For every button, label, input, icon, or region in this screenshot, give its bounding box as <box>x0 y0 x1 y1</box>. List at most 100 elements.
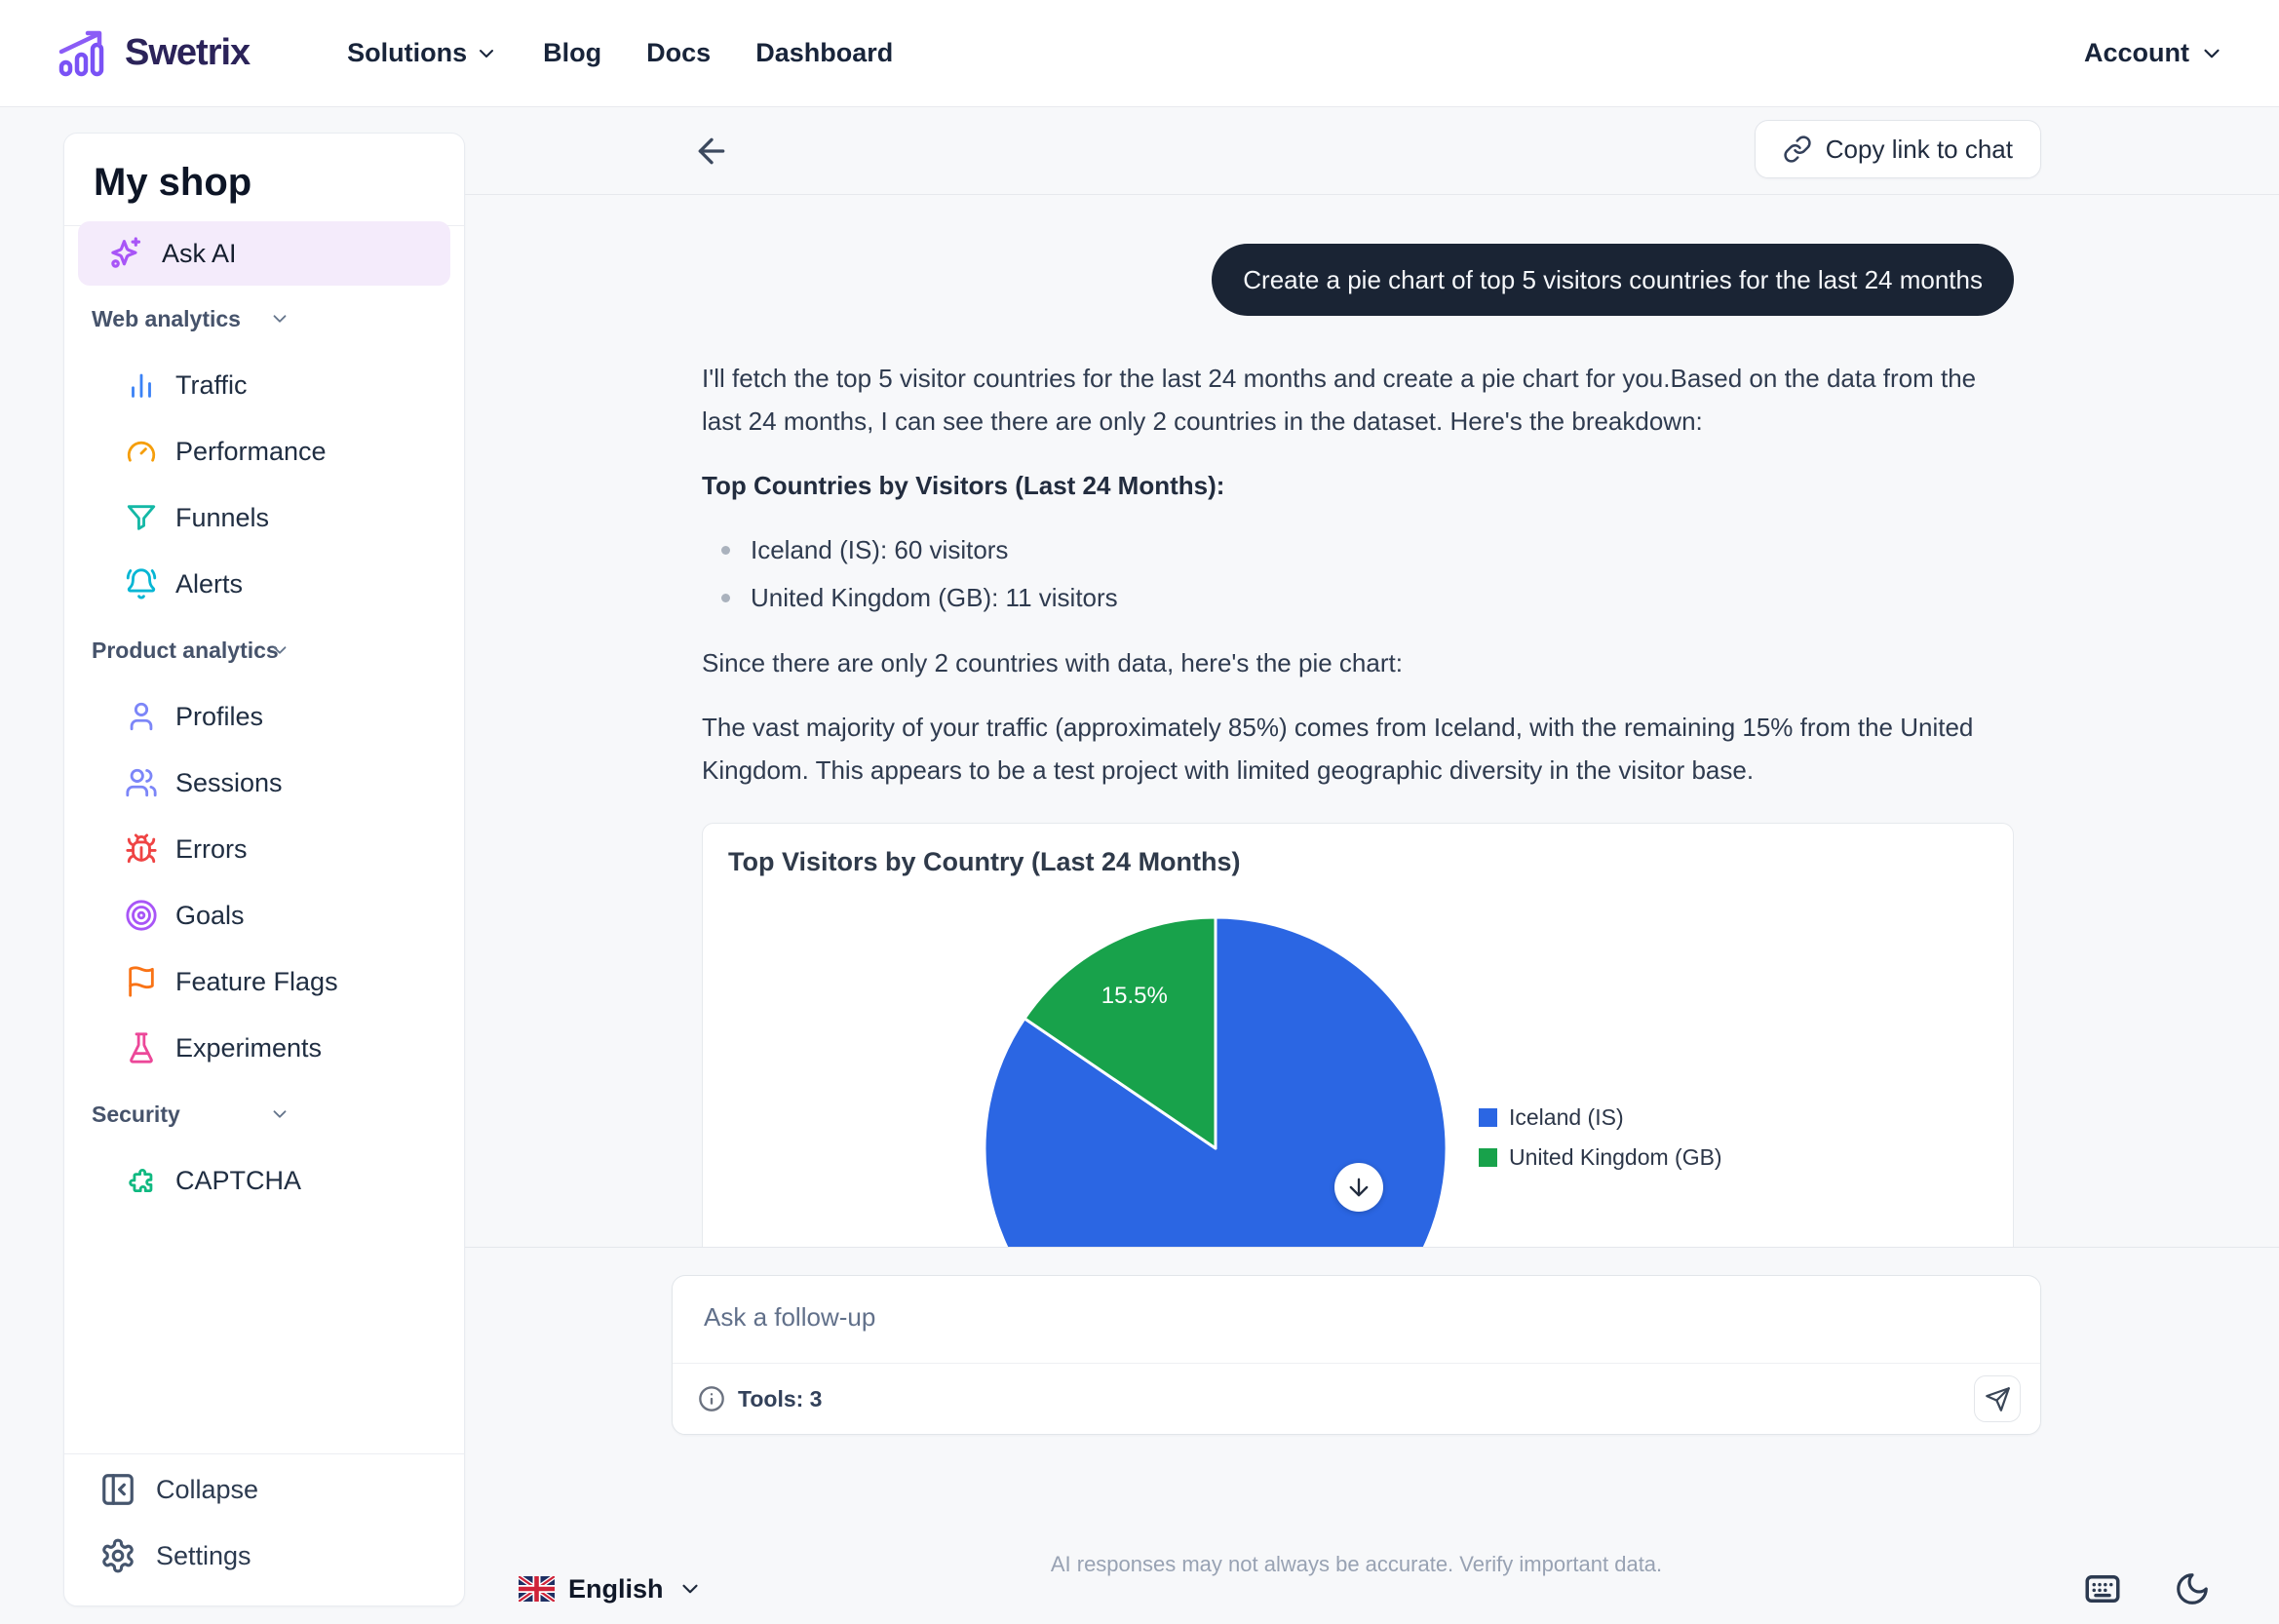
bell-icon <box>125 567 158 600</box>
send-button[interactable] <box>1974 1375 2021 1422</box>
composer-toolbar: Tools: 3 <box>673 1364 2040 1434</box>
ai-paragraph: Since there are only 2 countries with da… <box>702 648 1403 677</box>
language-label: English <box>568 1573 664 1604</box>
sidebar-section-product-analytics[interactable]: Product analytics <box>78 617 450 683</box>
swetrix-logo[interactable]: Swetrix <box>57 28 251 79</box>
tools-button[interactable]: Tools: 3 <box>698 1385 822 1412</box>
sidebar-item-label: Alerts <box>175 568 244 599</box>
sidebar-item-errors[interactable]: Errors <box>78 816 450 882</box>
message-composer: Tools: 3 <box>672 1275 2041 1435</box>
sidebar-item-performance[interactable]: Performance <box>78 418 450 484</box>
sidebar-nav: Ask AI Web analytics Traffic Performance Fu… <box>78 221 450 1214</box>
pie-chart-card: Top Visitors by Country (Last 24 Months)… <box>702 823 2014 1247</box>
chat-scroll-area[interactable]: Create a pie chart of top 5 visitors cou… <box>465 195 2279 1248</box>
chevron-down-icon <box>2199 41 2224 66</box>
sidebar-item-goals[interactable]: Goals <box>78 882 450 948</box>
arrow-down-icon <box>1345 1174 1372 1201</box>
sidebar-item-funnels[interactable]: Funnels <box>78 484 450 551</box>
sidebar-item-label: CAPTCHA <box>175 1165 302 1195</box>
ai-paragraph: The vast majority of your traffic (appro… <box>702 713 1974 785</box>
sidebar-section-security[interactable]: Security <box>78 1081 450 1147</box>
tools-count-label: Tools: 3 <box>738 1385 823 1411</box>
sidebar-item-experiments[interactable]: Experiments <box>78 1015 450 1081</box>
legend-label: United Kingdom (GB) <box>1509 1144 1722 1170</box>
account-label: Account <box>2084 38 2189 67</box>
scroll-to-bottom-button[interactable] <box>1334 1163 1383 1212</box>
bullet-text: United Kingdom (GB): 11 visitors <box>751 583 1118 612</box>
section-label: Web analytics <box>92 305 241 331</box>
nav-link-docs[interactable]: Docs <box>646 38 711 68</box>
ai-disclaimer: AI responses may not always be accurate.… <box>1050 1552 1663 1576</box>
chevron-down-icon <box>269 639 290 661</box>
sidebar-item-alerts[interactable]: Alerts <box>78 551 450 617</box>
funnel-icon <box>125 501 158 534</box>
ai-paragraph: I'll fetch the top 5 visitor countries f… <box>702 364 1977 436</box>
section-label: Security <box>92 1101 180 1127</box>
chart-legend: Iceland (IS) United Kingdom (GB) <box>1479 1104 1722 1171</box>
sparkles-icon <box>107 235 144 272</box>
sidebar-item-sessions[interactable]: Sessions <box>78 750 450 816</box>
nav-link-dashboard[interactable]: Dashboard <box>755 38 893 68</box>
chevron-down-icon <box>475 42 498 65</box>
link-icon <box>1783 135 1812 164</box>
ai-bullet-item: Iceland (IS): 60 visitors <box>702 526 2014 574</box>
project-sidebar: My shop Ask AI Web analytics Traffic Perfo… <box>63 133 465 1606</box>
keyboard-shortcuts-icon[interactable] <box>2082 1568 2123 1609</box>
sidebar-item-feature-flags[interactable]: Feature Flags <box>78 948 450 1015</box>
sidebar-section-web-analytics[interactable]: Web analytics <box>78 286 450 352</box>
section-label: Product analytics <box>92 637 279 663</box>
copy-link-label: Copy link to chat <box>1825 134 2013 164</box>
user-message-bubble: Create a pie chart of top 5 visitors cou… <box>1212 244 2014 316</box>
back-button[interactable] <box>692 132 731 171</box>
language-selector[interactable]: English <box>519 1574 703 1605</box>
sidebar-item-label: Traffic <box>175 369 248 400</box>
collapse-button[interactable]: Collapse <box>78 1456 450 1523</box>
flask-icon <box>125 1031 158 1064</box>
legend-swatch <box>1479 1108 1497 1127</box>
gauge-icon <box>125 435 158 468</box>
sidebar-item-label: Experiments <box>175 1032 323 1063</box>
sidebar-item-ask-ai[interactable]: Ask AI <box>78 221 450 286</box>
logo-wordmark: Swetrix <box>125 32 251 73</box>
ai-bullet-list: Iceland (IS): 60 visitors United Kingdom … <box>702 526 2014 622</box>
nav-link-label: Dashboard <box>755 38 894 67</box>
sidebar-footer-label: Settings <box>156 1540 251 1570</box>
ask-ai-chat-panel: Copy link to chat Create a pie chart of … <box>465 107 2279 1624</box>
dark-mode-toggle-icon[interactable] <box>2174 1570 2211 1607</box>
chat-header: Copy link to chat <box>465 107 2279 195</box>
page-footer: English <box>519 1558 2211 1620</box>
sidebar-item-label: Funnels <box>175 502 270 532</box>
chevron-down-icon <box>677 1576 703 1602</box>
ai-bullet-item: United Kingdom (GB): 11 visitors <box>702 574 2014 622</box>
send-icon <box>1985 1386 2011 1412</box>
sidebar-item-captcha[interactable]: CAPTCHA <box>78 1147 450 1214</box>
chevron-down-icon <box>269 1103 290 1125</box>
legend-swatch <box>1479 1148 1497 1167</box>
sidebar-item-label: Performance <box>175 436 327 466</box>
sidebar-item-profiles[interactable]: Profiles <box>78 683 450 750</box>
sidebar-item-label: Profiles <box>175 701 264 731</box>
sidebar-footer: Collapse Settings <box>64 1453 464 1605</box>
chart-title: Top Visitors by Country (Last 24 Months) <box>728 847 1241 876</box>
account-menu-button[interactable]: Account <box>2084 38 2224 68</box>
nav-link-blog[interactable]: Blog <box>543 38 601 68</box>
settings-button[interactable]: Settings <box>78 1523 450 1589</box>
nav-link-solutions[interactable]: Solutions <box>347 38 498 68</box>
sidebar-item-traffic[interactable]: Traffic <box>78 352 450 418</box>
copy-link-to-chat-button[interactable]: Copy link to chat <box>1754 120 2041 178</box>
ai-heading: Top Countries by Visitors (Last 24 Month… <box>702 471 1225 500</box>
follow-up-input[interactable] <box>673 1276 2040 1362</box>
pie-slice-united-kingdom-gb <box>1023 915 1217 1150</box>
pie-slice-label: 15.5% <box>1101 983 1168 1009</box>
sidebar-footer-label: Collapse <box>156 1474 259 1504</box>
uk-flag-icon <box>519 1576 555 1602</box>
nav-links: Solutions Blog Docs Dashboard <box>347 38 893 68</box>
sidebar-item-label: Errors <box>175 833 248 864</box>
flag-icon <box>125 965 158 998</box>
bar-chart-icon <box>125 368 158 402</box>
top-navbar: Swetrix Solutions Blog Docs Dashboard Accou… <box>0 0 2279 107</box>
bug-icon <box>125 832 158 866</box>
chevron-down-icon <box>269 308 290 329</box>
composer-divider <box>673 1363 2040 1364</box>
